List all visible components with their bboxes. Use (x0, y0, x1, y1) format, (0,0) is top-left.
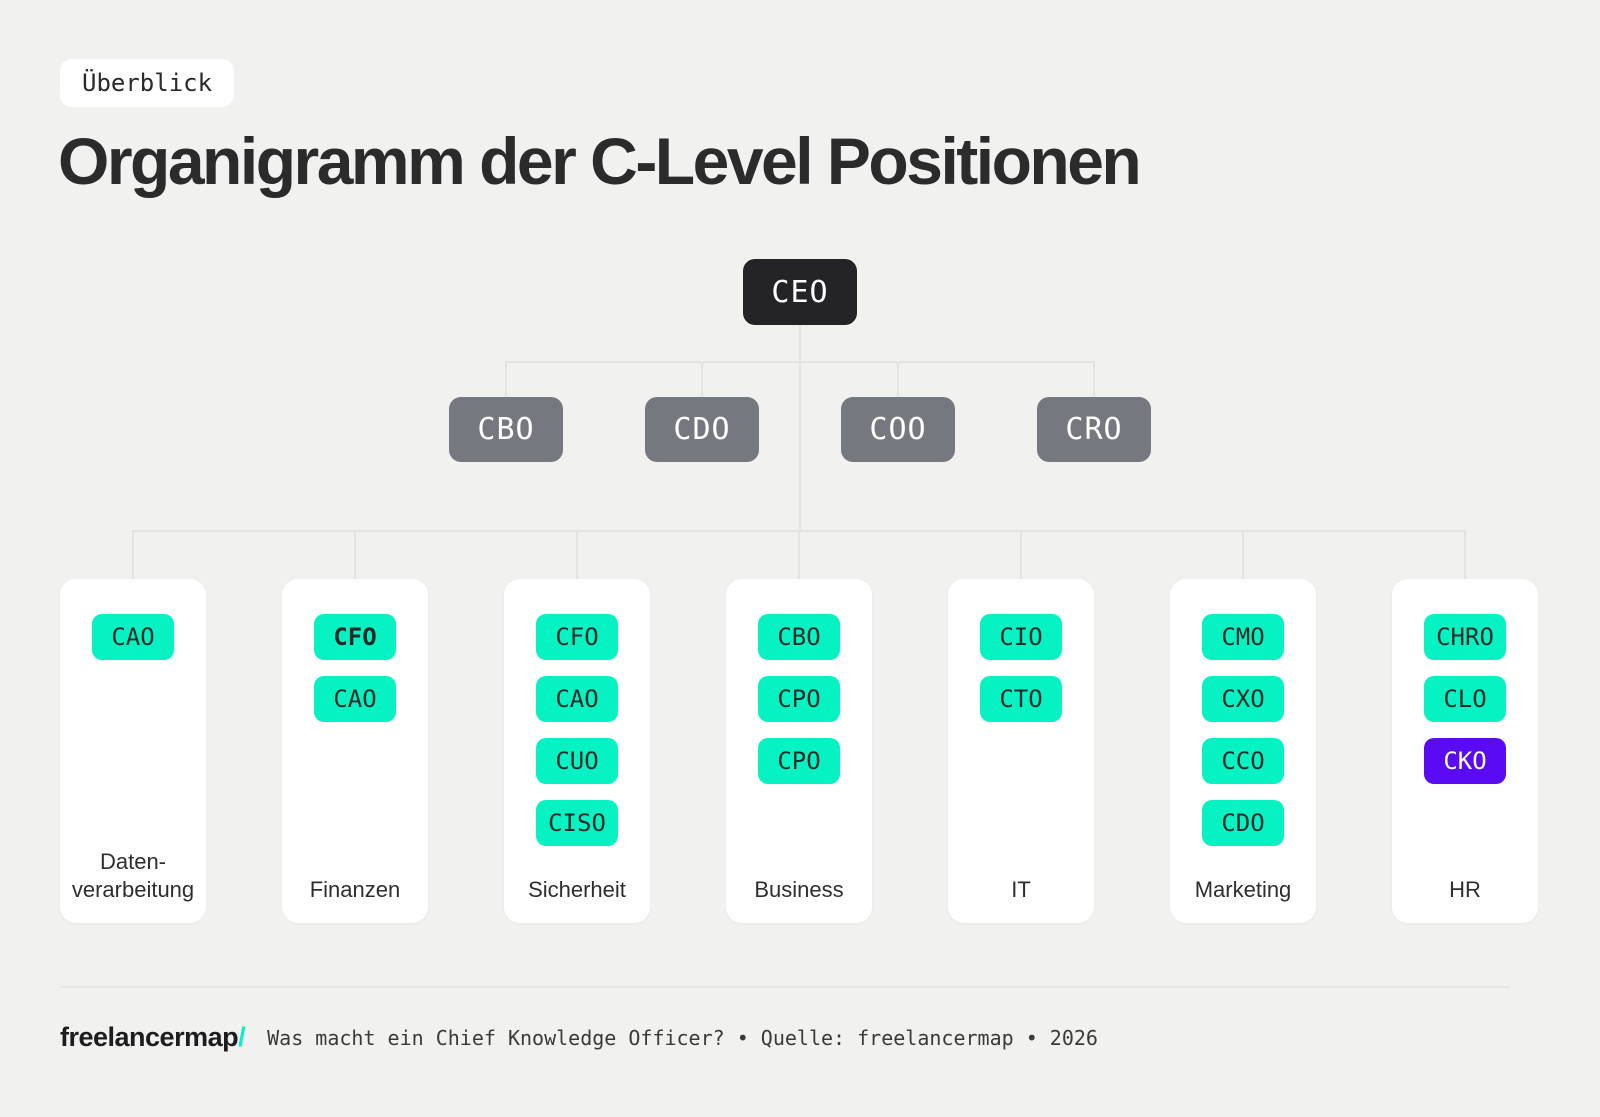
role-chip-label: CPO (777, 685, 821, 713)
brand-logo: freelancermap/ (60, 1022, 246, 1053)
role-chip: CAO (314, 676, 396, 722)
role-chip-label: CFO (333, 623, 377, 651)
role-chip-label: CPO (777, 747, 821, 775)
footer: freelancermap/ Was macht ein Chief Knowl… (60, 1022, 1098, 1053)
department-label: Business (754, 876, 844, 902)
department-card: CFO CAO Finanzen (282, 579, 428, 923)
source-caption: Was macht ein Chief Knowledge Officer? •… (267, 1025, 1098, 1050)
role-chip-label: CDO (1221, 809, 1265, 837)
org-node-label: CEO (771, 274, 829, 310)
connector-level3-riser (576, 530, 578, 579)
connector-level2-riser (1093, 361, 1095, 397)
page-title: Organigramm der C-Level Positionen (58, 124, 1142, 198)
role-chip-list: CFO CAO CUO CISO (504, 614, 650, 846)
org-node-cro: CRO (1037, 397, 1151, 462)
connector-level2-bar (505, 361, 1095, 363)
role-chip-label: CLO (1443, 685, 1487, 713)
role-chip-list: CBO CPO CPO (726, 614, 872, 784)
role-chip-label: CUO (555, 747, 599, 775)
role-chip-label: CBO (777, 623, 821, 651)
role-chip: CDO (1202, 800, 1284, 846)
role-chip: CMO (1202, 614, 1284, 660)
role-chip: CAO (536, 676, 618, 722)
department-card: CFO CAO CUO CISO Sicherheit (504, 579, 650, 923)
role-chip-label: CAO (555, 685, 599, 713)
category-badge: Überblick (60, 59, 235, 107)
role-chip-list: CFO CAO (282, 614, 428, 722)
connector-level3-riser (354, 530, 356, 579)
footer-divider (60, 986, 1510, 988)
connector-level3-riser (798, 530, 800, 579)
brand-logo-text: freelancermap (60, 1022, 239, 1052)
department-card: CAO Daten- verarbeitung (60, 579, 206, 923)
department-label: IT (1011, 876, 1031, 902)
role-chip-list: CMO CXO CCO CDO (1170, 614, 1316, 846)
org-node-ceo: CEO (743, 259, 857, 325)
role-chip-label: CMO (1221, 623, 1265, 651)
department-label: Finanzen (309, 876, 401, 902)
department-card: CHRO CLO CKO HR (1392, 579, 1538, 923)
role-chip: CTO (980, 676, 1062, 722)
connector-level3-riser (1464, 530, 1466, 579)
role-chip: CFO (536, 614, 618, 660)
role-chip-label: CAO (111, 623, 155, 651)
org-node-label: CBO (477, 412, 535, 447)
role-chip-label: CISO (548, 809, 606, 837)
role-chip-label: CCO (1221, 747, 1265, 775)
org-node-cdo: CDO (645, 397, 759, 462)
department-card: CMO CXO CCO CDO Marketing (1170, 579, 1316, 923)
org-node-label: COO (869, 412, 927, 447)
department-card: CBO CPO CPO Business (726, 579, 872, 923)
role-chip-label: CHRO (1436, 623, 1494, 651)
connector-level2-riser (505, 361, 507, 397)
connector-level2-riser (897, 361, 899, 397)
role-chip-list: CHRO CLO CKO (1392, 614, 1538, 784)
role-chip-label: CFO (555, 623, 599, 651)
category-badge-label: Überblick (82, 69, 213, 97)
role-chip: CFO (314, 614, 396, 660)
department-label: HR (1449, 876, 1481, 902)
department-label: Daten- verarbeitung (71, 849, 195, 902)
role-chip: CISO (536, 800, 618, 846)
role-chip-label: CKO (1443, 747, 1487, 775)
org-node-label: CDO (673, 412, 731, 447)
role-chip-label: CXO (1221, 685, 1265, 713)
role-chip: CXO (1202, 676, 1284, 722)
org-node-label: CRO (1065, 412, 1123, 447)
org-node-cbo: CBO (449, 397, 563, 462)
connector-ceo-vertical (799, 325, 801, 531)
role-chip-list: CAO (60, 614, 206, 660)
role-chip: CUO (536, 738, 618, 784)
role-chip: CBO (758, 614, 840, 660)
brand-logo-slash: / (238, 1022, 246, 1052)
connector-level3-riser (132, 530, 134, 579)
role-chip: CHRO (1424, 614, 1506, 660)
connector-level2-riser (701, 361, 703, 397)
role-chip: CPO (758, 676, 840, 722)
department-label: Sicherheit (528, 876, 626, 902)
org-node-coo: COO (841, 397, 955, 462)
role-chip: CLO (1424, 676, 1506, 722)
role-chip: CIO (980, 614, 1062, 660)
role-chip: CPO (758, 738, 840, 784)
department-card: CIO CTO IT (948, 579, 1094, 923)
role-chip: CCO (1202, 738, 1284, 784)
department-label: Marketing (1194, 876, 1292, 902)
role-chip: CAO (92, 614, 174, 660)
role-chip: CKO (1424, 738, 1506, 784)
role-chip-label: CIO (999, 623, 1043, 651)
connector-level3-riser (1020, 530, 1022, 579)
role-chip-list: CIO CTO (948, 614, 1094, 722)
connector-level3-riser (1242, 530, 1244, 579)
role-chip-label: CAO (333, 685, 377, 713)
role-chip-label: CTO (999, 685, 1043, 713)
